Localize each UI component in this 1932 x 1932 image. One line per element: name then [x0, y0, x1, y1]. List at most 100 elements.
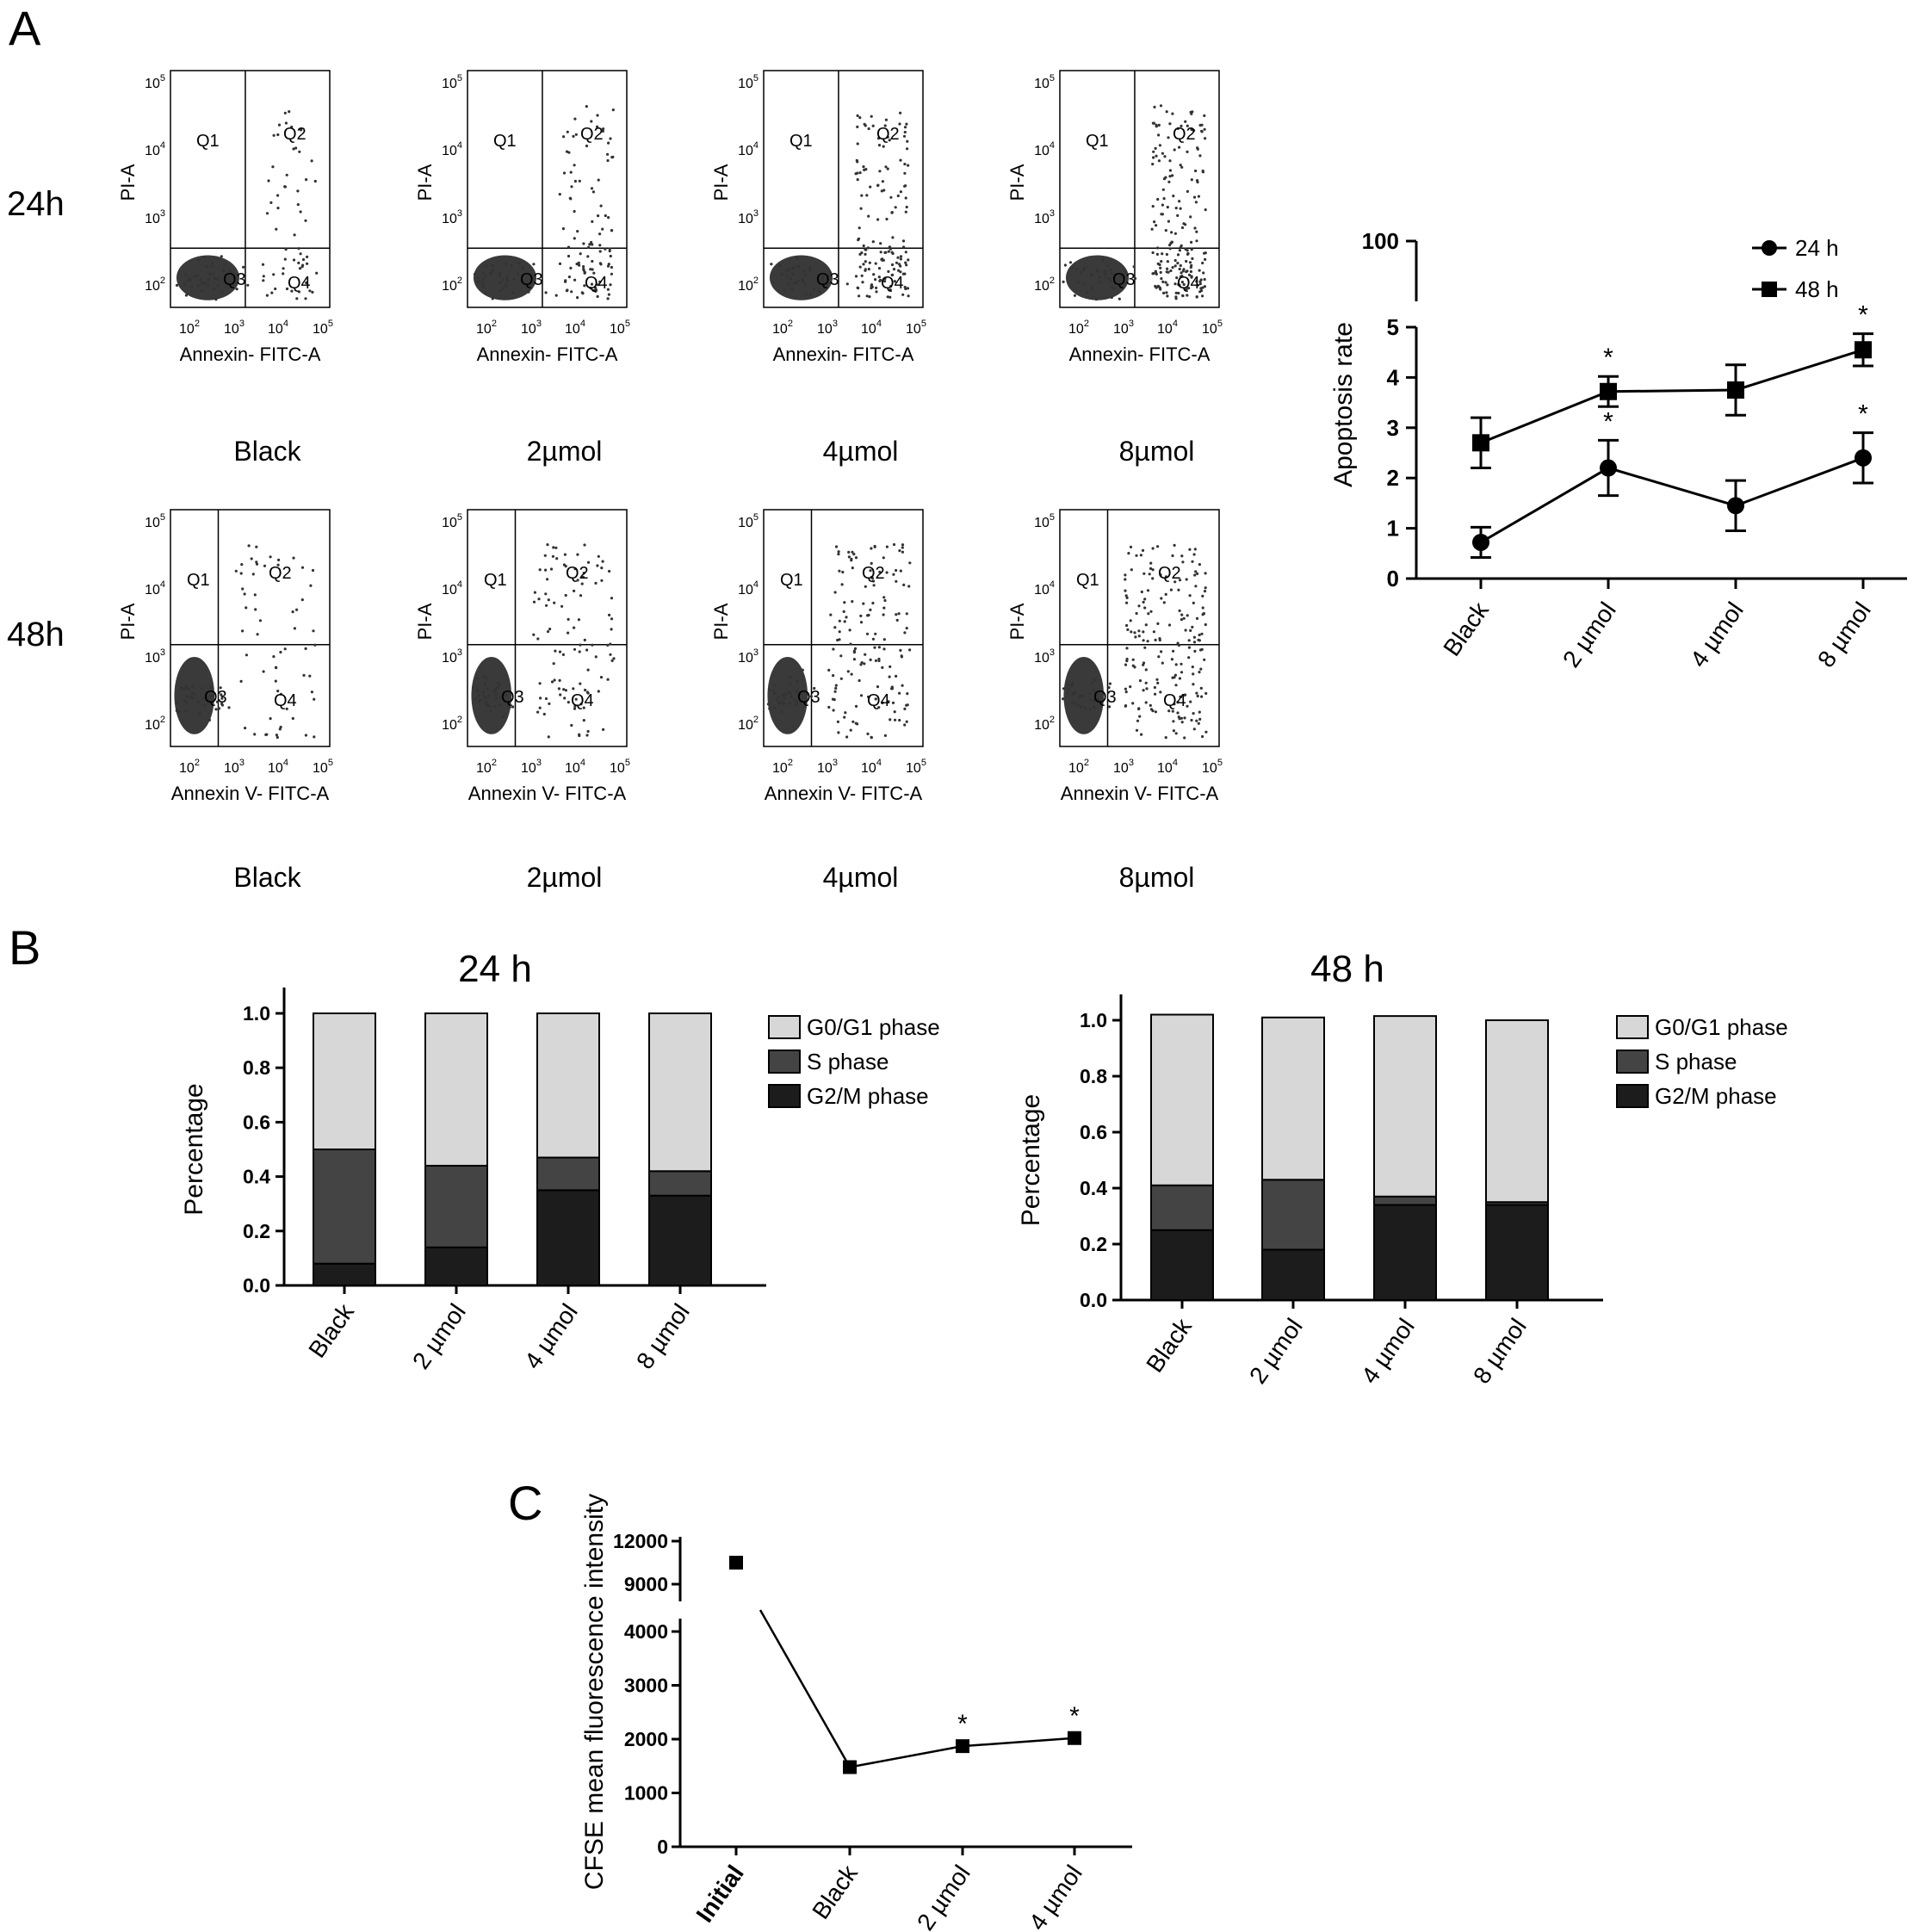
cell-dot [228, 269, 232, 273]
cell-dot [1062, 280, 1065, 283]
x-tick-label: 104 [861, 758, 882, 776]
x-axis-label: Annexin V- FITC-A [765, 783, 923, 804]
cell-dot [854, 704, 858, 709]
cell-dot [856, 142, 859, 146]
cell-dot [1194, 585, 1198, 588]
cell-dot [1161, 203, 1164, 207]
cell-dot [1153, 105, 1156, 108]
cell-dot [275, 734, 278, 737]
cell-dot [582, 706, 585, 709]
tick-exponent: 4 [283, 758, 288, 768]
cell-dot [808, 293, 813, 297]
condition-label: 2µmol [527, 862, 603, 893]
y-axis-label: Percentage [1017, 1094, 1045, 1226]
cell-dot [904, 210, 907, 214]
x-tick-label: Black [303, 1298, 359, 1363]
cell-dot [881, 666, 884, 670]
cell-dot [1186, 189, 1189, 193]
cell-dot [889, 718, 892, 721]
tick-exponent: 5 [1050, 512, 1055, 523]
quadrant-label-q4: Q4 [274, 691, 297, 710]
cell-dot [1155, 286, 1158, 289]
tick-exponent: 5 [457, 73, 462, 84]
cell-dot [1143, 606, 1147, 610]
tick-base: 10 [738, 718, 753, 733]
cell-dot [607, 293, 611, 296]
y-tick-label: 104 [145, 579, 165, 598]
tick-base: 10 [1157, 322, 1173, 337]
y-axis-label: PI-A [1006, 603, 1028, 640]
cell-dot [851, 720, 855, 723]
cell-dot [606, 264, 610, 268]
cell-dot [569, 197, 573, 201]
cell-dot [903, 130, 907, 134]
cell-dot [304, 647, 307, 651]
cell-dot [1171, 709, 1174, 713]
cell-dot [796, 257, 799, 260]
cell-dot [297, 247, 300, 251]
cell-dot [885, 545, 889, 548]
data-point [1600, 459, 1617, 477]
cell-dot [790, 272, 795, 276]
cell-dot [477, 280, 481, 283]
cell-dot [795, 264, 799, 268]
tick-base: 10 [521, 322, 536, 337]
cell-dot [869, 658, 872, 662]
data-point [1855, 449, 1872, 467]
cell-dot [193, 693, 196, 697]
tick-exponent: 5 [921, 319, 926, 329]
tick-base: 10 [1034, 651, 1050, 666]
tick-exponent: 5 [753, 512, 759, 523]
cell-dot [1093, 678, 1096, 682]
cell-dot [1186, 251, 1190, 256]
plot-frame [763, 70, 924, 308]
cell-dot [1204, 208, 1207, 212]
cell-dot [1156, 197, 1160, 201]
cell-dot [1160, 260, 1163, 263]
cell-dot [210, 262, 214, 265]
cell-dot [538, 568, 542, 572]
cell-dot [591, 220, 594, 223]
plot-frame [467, 509, 628, 747]
cell-dot [879, 242, 882, 245]
tick-exponent: 5 [457, 512, 462, 523]
cell-dot [547, 735, 550, 739]
tick-base: 10 [145, 279, 160, 294]
cell-dot [475, 689, 480, 692]
cell-dot [284, 121, 288, 125]
cell-dot [1200, 647, 1204, 652]
cell-dot [1090, 681, 1094, 684]
cell-dot [1149, 567, 1153, 571]
cell-dot [197, 258, 201, 262]
cell-dot [504, 693, 508, 697]
cell-dot [279, 725, 282, 729]
cell-dot [608, 613, 611, 617]
cell-dot [864, 268, 867, 271]
cell-dot [296, 203, 300, 207]
cell-dot [1181, 269, 1185, 273]
cell-dot [477, 700, 481, 703]
cell-dot [1178, 200, 1181, 203]
tick-exponent: 3 [753, 208, 759, 219]
cell-dot [896, 194, 900, 198]
cell-dot [1151, 251, 1155, 255]
cell-dot [1092, 698, 1095, 703]
cell-dot [596, 114, 599, 117]
cell-dot [878, 170, 882, 173]
cell-dot [892, 542, 896, 547]
legend-label: S phase [807, 1049, 889, 1074]
cell-dot [590, 282, 594, 286]
cell-dot [1192, 728, 1196, 731]
cell-dot [897, 612, 901, 616]
cell-dot [544, 697, 548, 701]
cell-dot [870, 577, 875, 580]
cell-dot [478, 693, 481, 697]
cell-dot [858, 294, 861, 298]
cell-dot [1183, 693, 1186, 697]
tick-base: 10 [738, 144, 753, 158]
x-tick-label: Black [1438, 597, 1494, 661]
cell-dot [1142, 630, 1145, 634]
cell-dot [792, 266, 796, 269]
cell-dot [1149, 703, 1152, 708]
cell-dot [299, 252, 302, 256]
